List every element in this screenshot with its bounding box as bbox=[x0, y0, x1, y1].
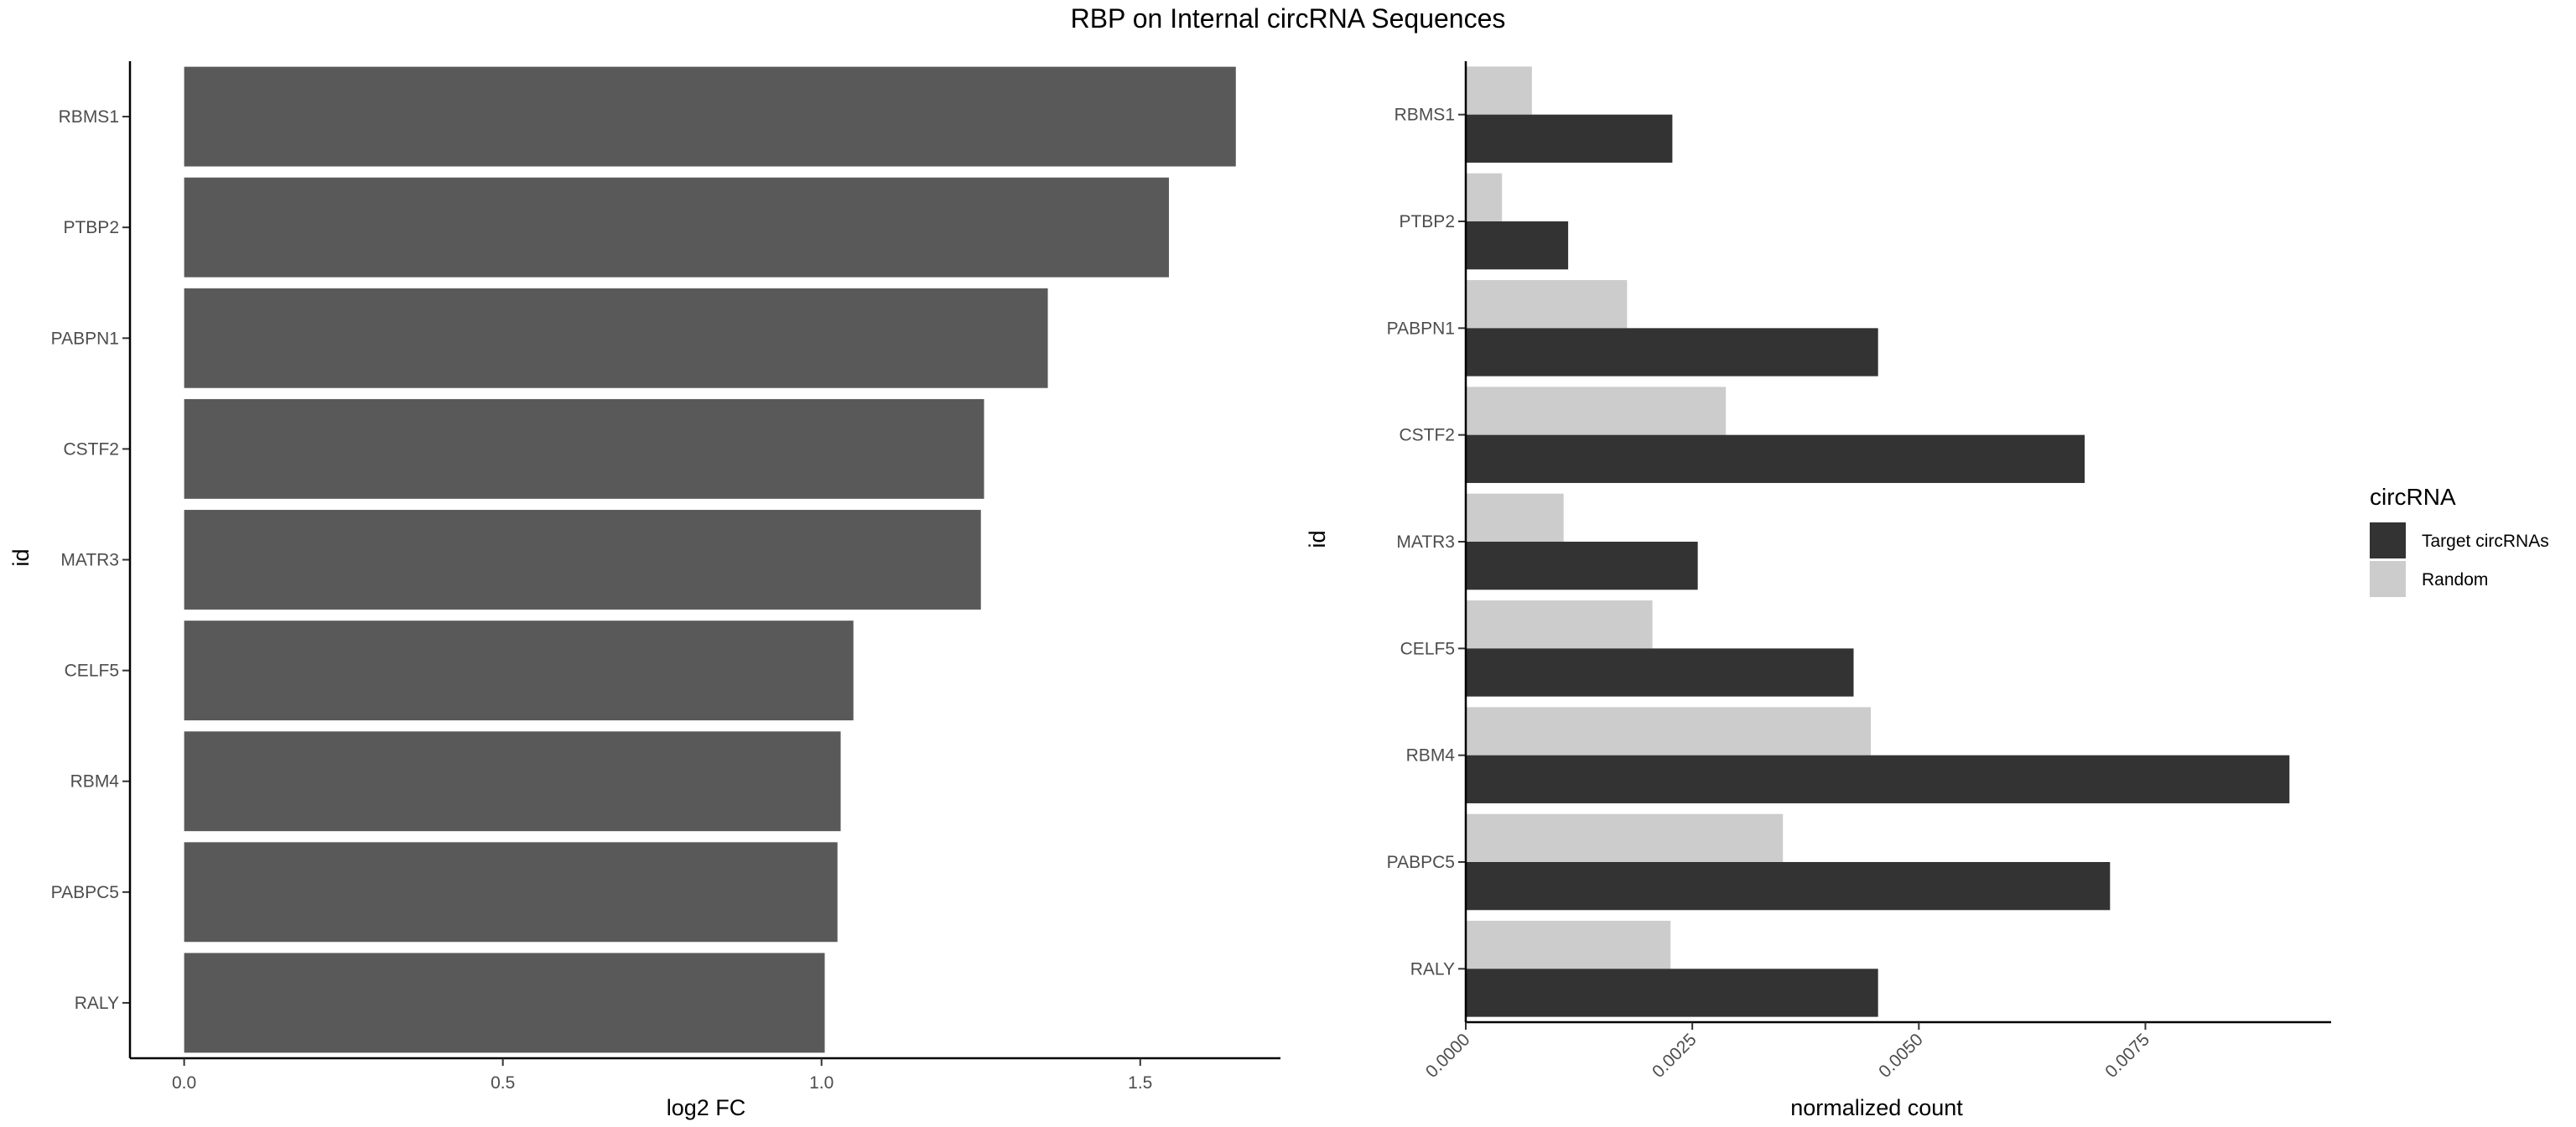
legend-title: circRNA bbox=[2370, 484, 2456, 510]
bar-rbms1 bbox=[184, 66, 1236, 167]
bar-random-rbms1 bbox=[1466, 66, 1532, 115]
left-y-axis-title: id bbox=[8, 548, 34, 566]
bar-celf5 bbox=[184, 621, 854, 721]
bar-random-rbm4 bbox=[1466, 707, 1872, 756]
bar-target-rbms1 bbox=[1466, 114, 1673, 163]
y-tick-label: CELF5 bbox=[1400, 639, 1455, 658]
legend-label-target: Target circRNAs bbox=[2422, 532, 2549, 551]
y-tick-label: RALY bbox=[75, 994, 119, 1013]
y-tick-label: RALY bbox=[1410, 959, 1455, 979]
y-tick-label: CELF5 bbox=[65, 662, 119, 681]
y-tick-label: MATR3 bbox=[60, 551, 119, 570]
y-tick-label: RBM4 bbox=[70, 772, 120, 792]
y-tick-label: PABPC5 bbox=[1387, 853, 1455, 872]
chart-title: RBP on Internal circRNA Sequences bbox=[1071, 3, 1506, 34]
bar-rbm4 bbox=[184, 731, 841, 832]
x-tick-label: 0.0 bbox=[172, 1073, 196, 1093]
x-tick-label: 0.5 bbox=[491, 1073, 515, 1093]
legend-label-random: Random bbox=[2422, 570, 2488, 589]
y-tick-label: RBM4 bbox=[1406, 746, 1456, 766]
bar-random-pabpn1 bbox=[1466, 280, 1628, 329]
legend-swatch-target bbox=[2370, 522, 2406, 558]
bar-cstf2 bbox=[184, 398, 984, 499]
right-grouped-bar-chart: id normalized count RBMS1 PTBP2 PABPN1 CSTF… bbox=[1305, 61, 2331, 1120]
y-tick-label: PABPN1 bbox=[1387, 319, 1455, 338]
bar-target-matr3 bbox=[1466, 542, 1698, 590]
y-tick-label: CSTF2 bbox=[63, 439, 119, 459]
y-tick-label: PABPC5 bbox=[51, 883, 119, 902]
bar-random-matr3 bbox=[1466, 493, 1564, 542]
bar-pabpn1 bbox=[184, 288, 1048, 388]
bar-target-rbm4 bbox=[1466, 755, 2290, 803]
bar-random-raly bbox=[1466, 921, 1671, 969]
legend: circRNA Target circRNAs Random bbox=[2370, 484, 2549, 597]
bar-random-pabpc5 bbox=[1466, 813, 1784, 862]
left-x-axis-title: log2 FC bbox=[667, 1095, 746, 1120]
bar-target-celf5 bbox=[1466, 648, 1854, 697]
y-tick-label: PABPN1 bbox=[51, 329, 119, 348]
bar-pabpc5 bbox=[184, 842, 838, 943]
x-tick-label: 0.0000 bbox=[1422, 1030, 1474, 1082]
y-tick-label: RBMS1 bbox=[59, 107, 119, 127]
x-tick-label: 1.0 bbox=[809, 1073, 834, 1093]
left-bar-chart: id log2 FC RBMS1 PTBP2 PABPN1 CSTF2 MATR3 CEL… bbox=[8, 61, 1280, 1120]
y-tick-label: PTBP2 bbox=[63, 218, 119, 237]
legend-swatch-random bbox=[2370, 561, 2406, 597]
bar-random-ptbp2 bbox=[1466, 173, 1503, 221]
right-x-axis-title: normalized count bbox=[1790, 1095, 1963, 1120]
bar-ptbp2 bbox=[184, 177, 1169, 278]
x-tick-label: 1.5 bbox=[1128, 1073, 1152, 1093]
y-tick-label: MATR3 bbox=[1396, 532, 1455, 552]
bar-target-ptbp2 bbox=[1466, 221, 1569, 270]
bar-target-pabpc5 bbox=[1466, 862, 2111, 911]
bar-random-celf5 bbox=[1466, 600, 1653, 649]
bar-target-cstf2 bbox=[1466, 434, 2085, 483]
bar-random-cstf2 bbox=[1466, 387, 1727, 435]
x-tick-label: 0.0075 bbox=[2101, 1030, 2153, 1082]
y-tick-label: RBMS1 bbox=[1394, 106, 1455, 125]
right-y-axis-title: id bbox=[1305, 530, 1330, 548]
bar-matr3 bbox=[184, 510, 981, 610]
bar-target-raly bbox=[1466, 969, 1878, 1017]
x-tick-label: 0.0025 bbox=[1649, 1030, 1701, 1082]
y-tick-label: CSTF2 bbox=[1399, 426, 1455, 445]
bar-target-pabpn1 bbox=[1466, 328, 1878, 377]
bar-raly bbox=[184, 953, 825, 1053]
x-tick-label: 0.0050 bbox=[1875, 1030, 1927, 1082]
y-tick-label: PTBP2 bbox=[1399, 212, 1455, 231]
